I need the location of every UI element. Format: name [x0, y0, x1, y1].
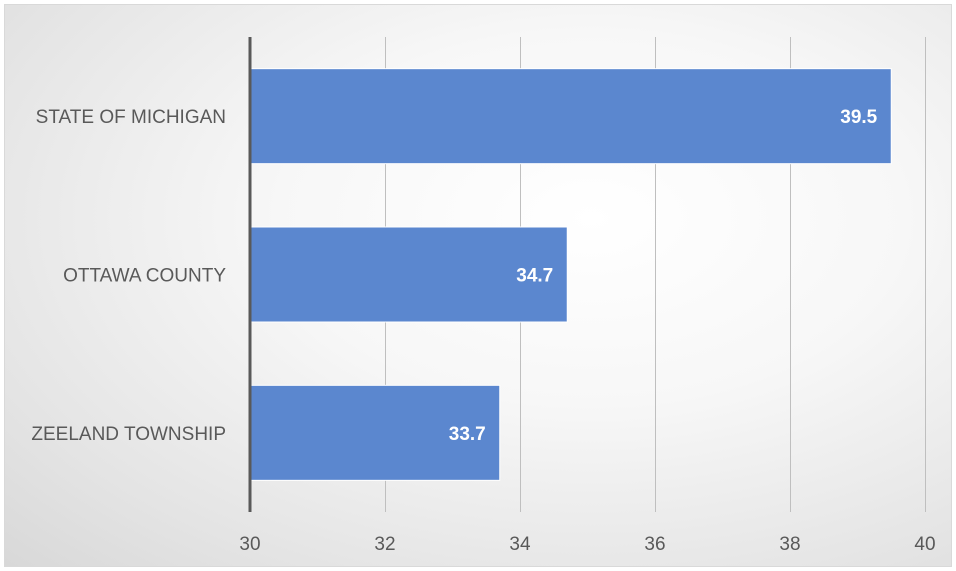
category-label: ZEELAND TOWNSHIP: [31, 424, 226, 445]
data-labels: 39.5 34.7 33.7: [449, 107, 878, 445]
tick-label: 32: [374, 534, 395, 555]
category-label: OTTAWA COUNTY: [63, 266, 226, 287]
tick-label: 38: [779, 534, 800, 555]
bar-chart: 30 32 34 36 38 40 STATE OF MICHIGAN OTTAWA COU…: [31, 37, 936, 555]
tick-label: 36: [644, 534, 665, 555]
data-label: 39.5: [840, 107, 877, 128]
value-axis-ticks: 30 32 34 36 38 40: [239, 534, 935, 555]
data-label: 33.7: [449, 424, 486, 445]
bar: [249, 226, 568, 323]
chart-frame: 30 32 34 36 38 40 STATE OF MICHIGAN OTTAWA COU…: [4, 4, 952, 567]
tick-label: 34: [509, 534, 531, 555]
data-label: 34.7: [516, 266, 553, 287]
tick-label: 40: [914, 534, 935, 555]
tick-label: 30: [239, 534, 260, 555]
bars: [249, 68, 892, 481]
bar: [249, 68, 892, 165]
category-label: STATE OF MICHIGAN: [36, 107, 226, 128]
category-labels: STATE OF MICHIGAN OTTAWA COUNTY ZEELAND TO…: [31, 107, 226, 445]
